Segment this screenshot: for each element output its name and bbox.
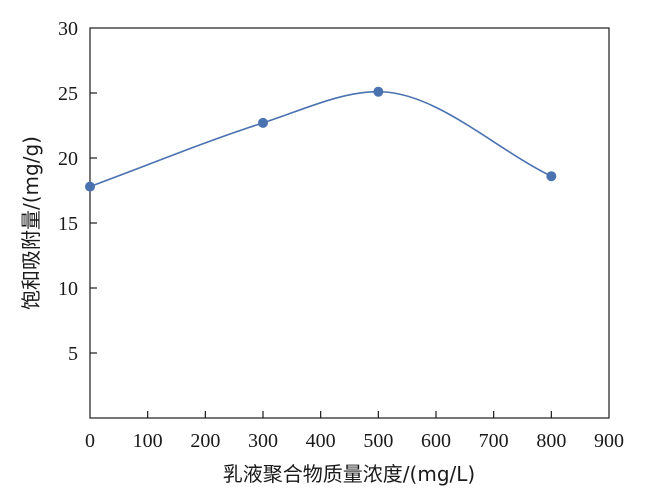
x-ticks: 0 100 200 300 400 500 600 700 800 900 <box>85 411 624 452</box>
x-tick-label: 300 <box>248 430 278 452</box>
y-axis-label: 饱和吸附量/(mg/g) <box>19 136 43 310</box>
x-tick-label: 700 <box>479 430 509 452</box>
series-line <box>89 90 552 188</box>
plot-frame <box>89 27 610 419</box>
y-tick-label: 25 <box>58 83 78 105</box>
y-tick-label: 30 <box>58 18 78 40</box>
data-points <box>85 86 557 192</box>
x-tick-label: 800 <box>536 430 566 452</box>
x-tick-label: 500 <box>363 430 393 452</box>
y-tick-label: 10 <box>58 278 78 300</box>
y-tick-label: 20 <box>58 148 78 170</box>
x-tick-label: 200 <box>190 430 220 452</box>
y-tick-label: 15 <box>58 213 78 235</box>
x-tick-label: 100 <box>133 430 163 452</box>
data-point <box>85 181 95 192</box>
x-axis-label: 乳液聚合物质量浓度/(mg/L) <box>223 462 475 486</box>
x-tick-label: 600 <box>421 430 451 452</box>
data-point <box>546 171 557 182</box>
x-tick-label: 400 <box>306 430 336 452</box>
x-tick-label: 0 <box>85 430 95 452</box>
y-ticks: 5 10 15 20 25 30 <box>58 18 97 365</box>
y-tick-label: 5 <box>68 343 78 365</box>
x-tick-label: 900 <box>594 430 624 452</box>
data-point <box>373 86 384 97</box>
data-point <box>258 117 268 128</box>
